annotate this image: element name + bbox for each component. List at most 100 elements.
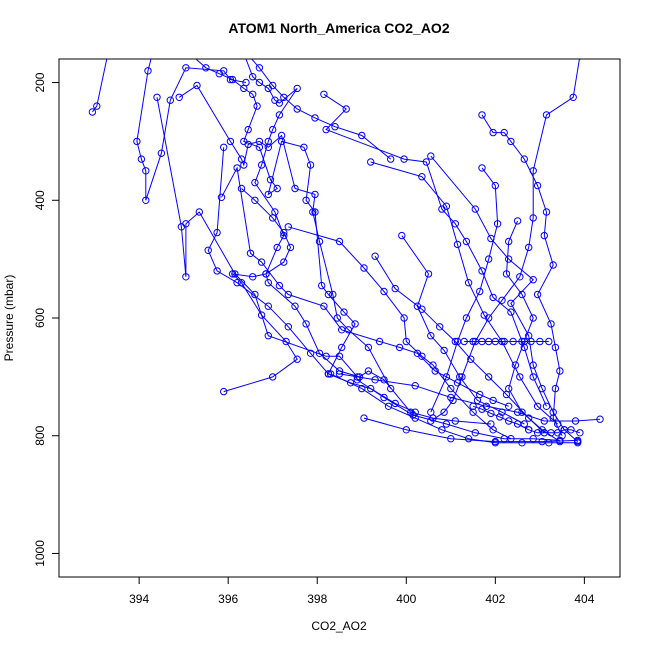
data-point — [498, 296, 506, 304]
data-point — [293, 84, 301, 93]
data-point — [226, 137, 235, 146]
data-point — [491, 181, 499, 190]
data-point — [505, 255, 513, 263]
data-point — [351, 320, 359, 328]
data-point — [542, 208, 551, 216]
data-point — [500, 337, 508, 346]
data-point — [264, 279, 272, 287]
data-point — [577, 59, 583, 60]
data-point — [567, 426, 575, 434]
data-point — [505, 417, 513, 425]
data-point — [293, 105, 301, 113]
data-point — [402, 426, 410, 434]
data-point — [280, 258, 288, 266]
data-point — [447, 393, 455, 402]
data-point — [462, 237, 471, 246]
data-point — [315, 349, 324, 357]
data-point — [335, 370, 344, 378]
data-point — [536, 337, 544, 346]
data-point — [505, 237, 513, 246]
data-point — [487, 409, 495, 418]
data-point — [273, 184, 281, 193]
data-point — [153, 93, 161, 102]
data-point — [358, 384, 366, 393]
data-point — [411, 382, 419, 390]
data-point — [542, 402, 551, 410]
data-point — [367, 158, 375, 166]
data-point — [166, 96, 175, 104]
data-point — [387, 155, 395, 163]
data-point — [240, 137, 248, 146]
data-point — [424, 270, 433, 278]
y-axis: 200 400 600 800 1000 — [33, 72, 60, 567]
data-point — [266, 176, 275, 184]
data-point — [493, 220, 502, 228]
series-line — [136, 59, 247, 201]
data-point — [496, 413, 504, 421]
data-point — [489, 293, 497, 302]
data-point — [326, 370, 335, 378]
chart-title: ATOM1 North_America CO2_AO2 — [228, 20, 449, 36]
data-point — [478, 111, 486, 119]
y-tick-label: 1000 — [33, 540, 47, 567]
data-point — [500, 128, 508, 137]
data-point — [257, 311, 266, 319]
data-point — [529, 314, 537, 322]
data-point — [505, 384, 513, 393]
data-point — [137, 155, 146, 163]
data-point — [438, 426, 446, 434]
data-point — [456, 373, 464, 381]
data-point — [302, 320, 310, 328]
data-point — [551, 343, 560, 352]
data-point — [233, 279, 241, 287]
data-point — [469, 337, 477, 346]
series-8 — [220, 184, 301, 396]
data-point — [360, 414, 368, 422]
data-point — [540, 417, 548, 425]
data-point — [284, 223, 292, 231]
data-point — [418, 352, 426, 360]
data-point — [253, 102, 261, 110]
data-point — [213, 228, 221, 237]
data-point — [264, 302, 272, 310]
data-point — [275, 281, 284, 290]
data-point — [275, 99, 284, 107]
data-point — [391, 284, 399, 293]
series-17 — [478, 111, 566, 440]
data-point — [429, 361, 437, 369]
data-point — [576, 429, 584, 437]
data-point — [220, 143, 228, 152]
data-point — [402, 337, 410, 346]
data-point — [320, 90, 328, 99]
data-point — [251, 178, 259, 187]
data-point — [516, 373, 524, 381]
data-point — [88, 108, 97, 116]
series-24 — [335, 370, 604, 425]
data-point — [244, 125, 252, 134]
data-point — [547, 320, 555, 328]
data-point — [507, 137, 515, 146]
series-line — [430, 59, 580, 422]
data-point — [324, 290, 333, 299]
data-point — [462, 314, 471, 322]
data-point — [340, 308, 348, 316]
data-point — [367, 384, 375, 393]
series-line — [288, 226, 512, 440]
series-line — [401, 235, 525, 425]
y-tick-label: 800 — [33, 425, 47, 445]
data-point — [529, 361, 537, 369]
series-line — [195, 59, 356, 375]
data-point — [525, 414, 533, 422]
data-point — [529, 373, 537, 381]
data-point — [264, 332, 272, 340]
series-21 — [460, 337, 553, 346]
data-point — [220, 387, 228, 396]
data-point — [246, 249, 255, 258]
data-point — [157, 149, 166, 157]
data-point — [275, 111, 284, 119]
data-point — [215, 70, 224, 78]
data-point — [293, 355, 301, 363]
data-point — [346, 379, 355, 387]
